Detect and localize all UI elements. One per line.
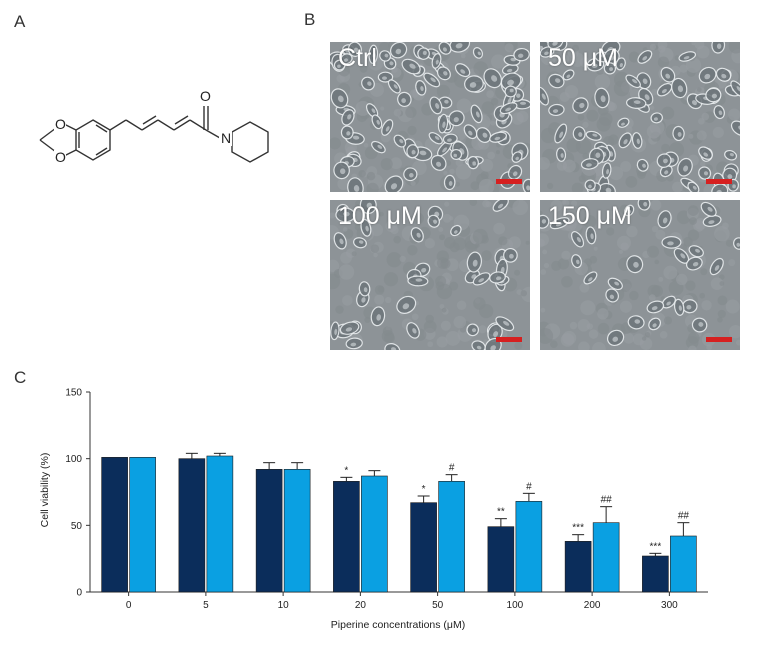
bar-series1-10 [255,469,283,593]
significance-label-series2-200: ## [601,495,613,506]
atom-ring-o-top: O [55,116,66,132]
micrograph-150um: 150 μM [540,200,740,350]
atom-ring-o-bottom: O [55,149,66,165]
significance-label-series1-300: *** [650,541,662,552]
scale-bar [496,179,522,184]
piperine-structure: O N O O [39,88,269,165]
bar-series1-20 [333,481,360,593]
y-tick-label: 50 [71,521,83,532]
x-tick-label: 300 [661,600,678,611]
bar-series1-50 [410,502,437,593]
scale-bar [496,337,522,342]
bar-series2-100 [515,501,543,593]
bar-series1-0 [101,457,128,593]
significance-label-series2-50: # [449,463,455,474]
y-tick-label: 100 [65,454,82,465]
bar-series2-10 [283,469,311,593]
x-tick-label: 20 [355,600,367,611]
atom-amide-n: N [221,130,231,146]
panel-label-b: B [304,10,316,29]
significance-label-series1-100: ** [497,507,505,518]
significance-label-series2-100: # [526,481,532,492]
micrograph-label: 150 μM [548,202,632,230]
y-tick-label: 0 [76,588,82,599]
micrograph-ctrl: Ctrl [330,42,530,192]
significance-label-series1-200: *** [572,523,584,534]
bar-series1-300 [642,555,669,593]
micrograph-label: Ctrl [338,44,377,72]
micrograph-label: 50 μM [548,44,618,72]
panel-label-c: C [14,368,27,387]
bar-series1-5 [178,458,206,593]
scale-bar [706,179,732,184]
x-tick-label: 10 [278,600,290,611]
significance-label-series1-50: * [422,484,426,495]
x-tick-label: 200 [584,600,601,611]
y-axis-label: Cell viability (%) [39,453,51,528]
scale-bar [706,337,732,342]
atom-carbonyl-o: O [200,88,211,104]
x-tick-label: 0 [126,600,132,611]
bar-series2-5 [206,455,234,593]
significance-label-series1-20: * [344,465,348,476]
micrograph-100um: 100 μM [330,200,530,350]
bar-series1-100 [487,526,515,593]
micrograph-label: 100 μM [338,202,422,230]
micrograph-50um: 50 μM [540,42,740,192]
bar-series1-200 [564,541,592,593]
y-tick-label: 150 [65,388,82,399]
bar-series2-20 [361,475,388,593]
x-axis-label: Piperine concentrations (μM) [331,619,465,631]
x-tick-label: 100 [507,600,524,611]
bar-series2-200 [592,522,620,593]
x-tick-label: 50 [432,600,444,611]
x-tick-label: 5 [203,600,209,611]
bar-series2-0 [129,457,156,593]
significance-label-series2-300: ## [678,511,690,522]
bar-series2-50 [438,481,465,593]
panel-label-a: A [14,12,26,31]
bar-series2-300 [670,535,697,593]
piperidine-ring [231,121,269,163]
